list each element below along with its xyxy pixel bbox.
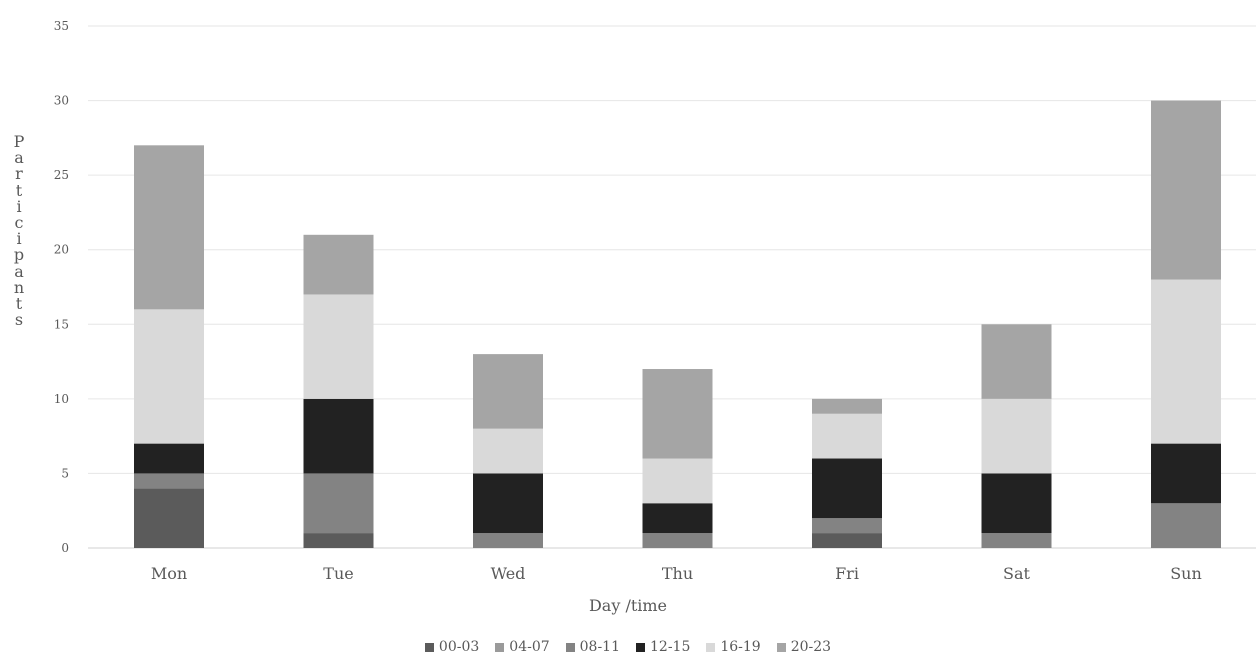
legend-item: 20-23 [777, 639, 831, 655]
bar-segment [643, 533, 713, 548]
bar-segment [982, 533, 1052, 548]
legend-item: 08-11 [566, 639, 620, 655]
bar-segment [982, 399, 1052, 474]
y-axis-label-letter: s [6, 312, 32, 328]
legend-swatch [777, 643, 786, 652]
bar-segment [304, 235, 374, 295]
bar-segment [304, 294, 374, 398]
bar-segment [982, 324, 1052, 399]
legend-item: 00-03 [425, 639, 479, 655]
legend-swatch [706, 643, 715, 652]
y-tick-label: 25 [54, 168, 69, 182]
legend-item: 04-07 [495, 639, 549, 655]
x-tick-label: Fri [835, 564, 859, 583]
bar-segment [304, 533, 374, 548]
bar-segment [1151, 101, 1221, 280]
bar-segment [134, 309, 204, 443]
bar-segment [982, 473, 1052, 533]
x-tick-label: Sun [1170, 564, 1202, 583]
bar-segment [1151, 444, 1221, 504]
legend-swatch [566, 643, 575, 652]
bar-segment [643, 369, 713, 458]
x-tick-label: Tue [323, 564, 353, 583]
bar-segment [812, 459, 882, 519]
y-tick-label: 20 [54, 243, 69, 257]
bar-segment [134, 145, 204, 309]
bar-segment [643, 503, 713, 533]
legend-item: 16-19 [706, 639, 760, 655]
bar-segment [473, 533, 543, 548]
bar-segment [812, 533, 882, 548]
legend-label: 00-03 [439, 639, 479, 655]
bar-segment [1151, 280, 1221, 444]
y-tick-label: 15 [54, 317, 69, 331]
bar-segment [304, 399, 374, 474]
x-tick-label: Wed [491, 564, 526, 583]
legend-swatch [425, 643, 434, 652]
bar-segment [134, 488, 204, 548]
x-tick-label: Mon [151, 564, 187, 583]
x-axis-ticks: Mon Tue Wed Thu Fri Sat Sun [151, 564, 1202, 583]
legend-item: 12-15 [636, 639, 690, 655]
legend-swatch [495, 643, 504, 652]
y-tick-label: 30 [54, 94, 69, 108]
legend: 00-03 04-07 08-11 12-15 16-19 20-23 [0, 639, 1256, 655]
x-tick-label: Sat [1003, 564, 1031, 583]
bar-segment [812, 414, 882, 459]
bar-segment [473, 429, 543, 474]
y-tick-label: 10 [54, 392, 69, 406]
bar-segment [812, 399, 882, 414]
bar-segment [473, 473, 543, 533]
legend-label: 08-11 [580, 639, 620, 655]
bar-segment [473, 354, 543, 429]
legend-label: 04-07 [509, 639, 549, 655]
y-tick-label: 35 [54, 19, 69, 33]
y-tick-label: 0 [61, 541, 69, 555]
y-axis-ticks: 0 5 10 15 20 25 30 35 [54, 19, 69, 555]
legend-label: 20-23 [791, 639, 831, 655]
legend-label: 12-15 [650, 639, 690, 655]
bar-segment [812, 518, 882, 533]
x-tick-label: Thu [662, 564, 693, 583]
bar-segment [1151, 503, 1221, 548]
bar-segment [304, 473, 374, 533]
legend-label: 16-19 [720, 639, 760, 655]
legend-swatch [636, 643, 645, 652]
bar-segment [134, 444, 204, 474]
x-axis-label: Day /time [0, 596, 1256, 615]
bar-segment [643, 459, 713, 504]
bar-segment [134, 473, 204, 488]
y-tick-label: 5 [61, 466, 69, 480]
